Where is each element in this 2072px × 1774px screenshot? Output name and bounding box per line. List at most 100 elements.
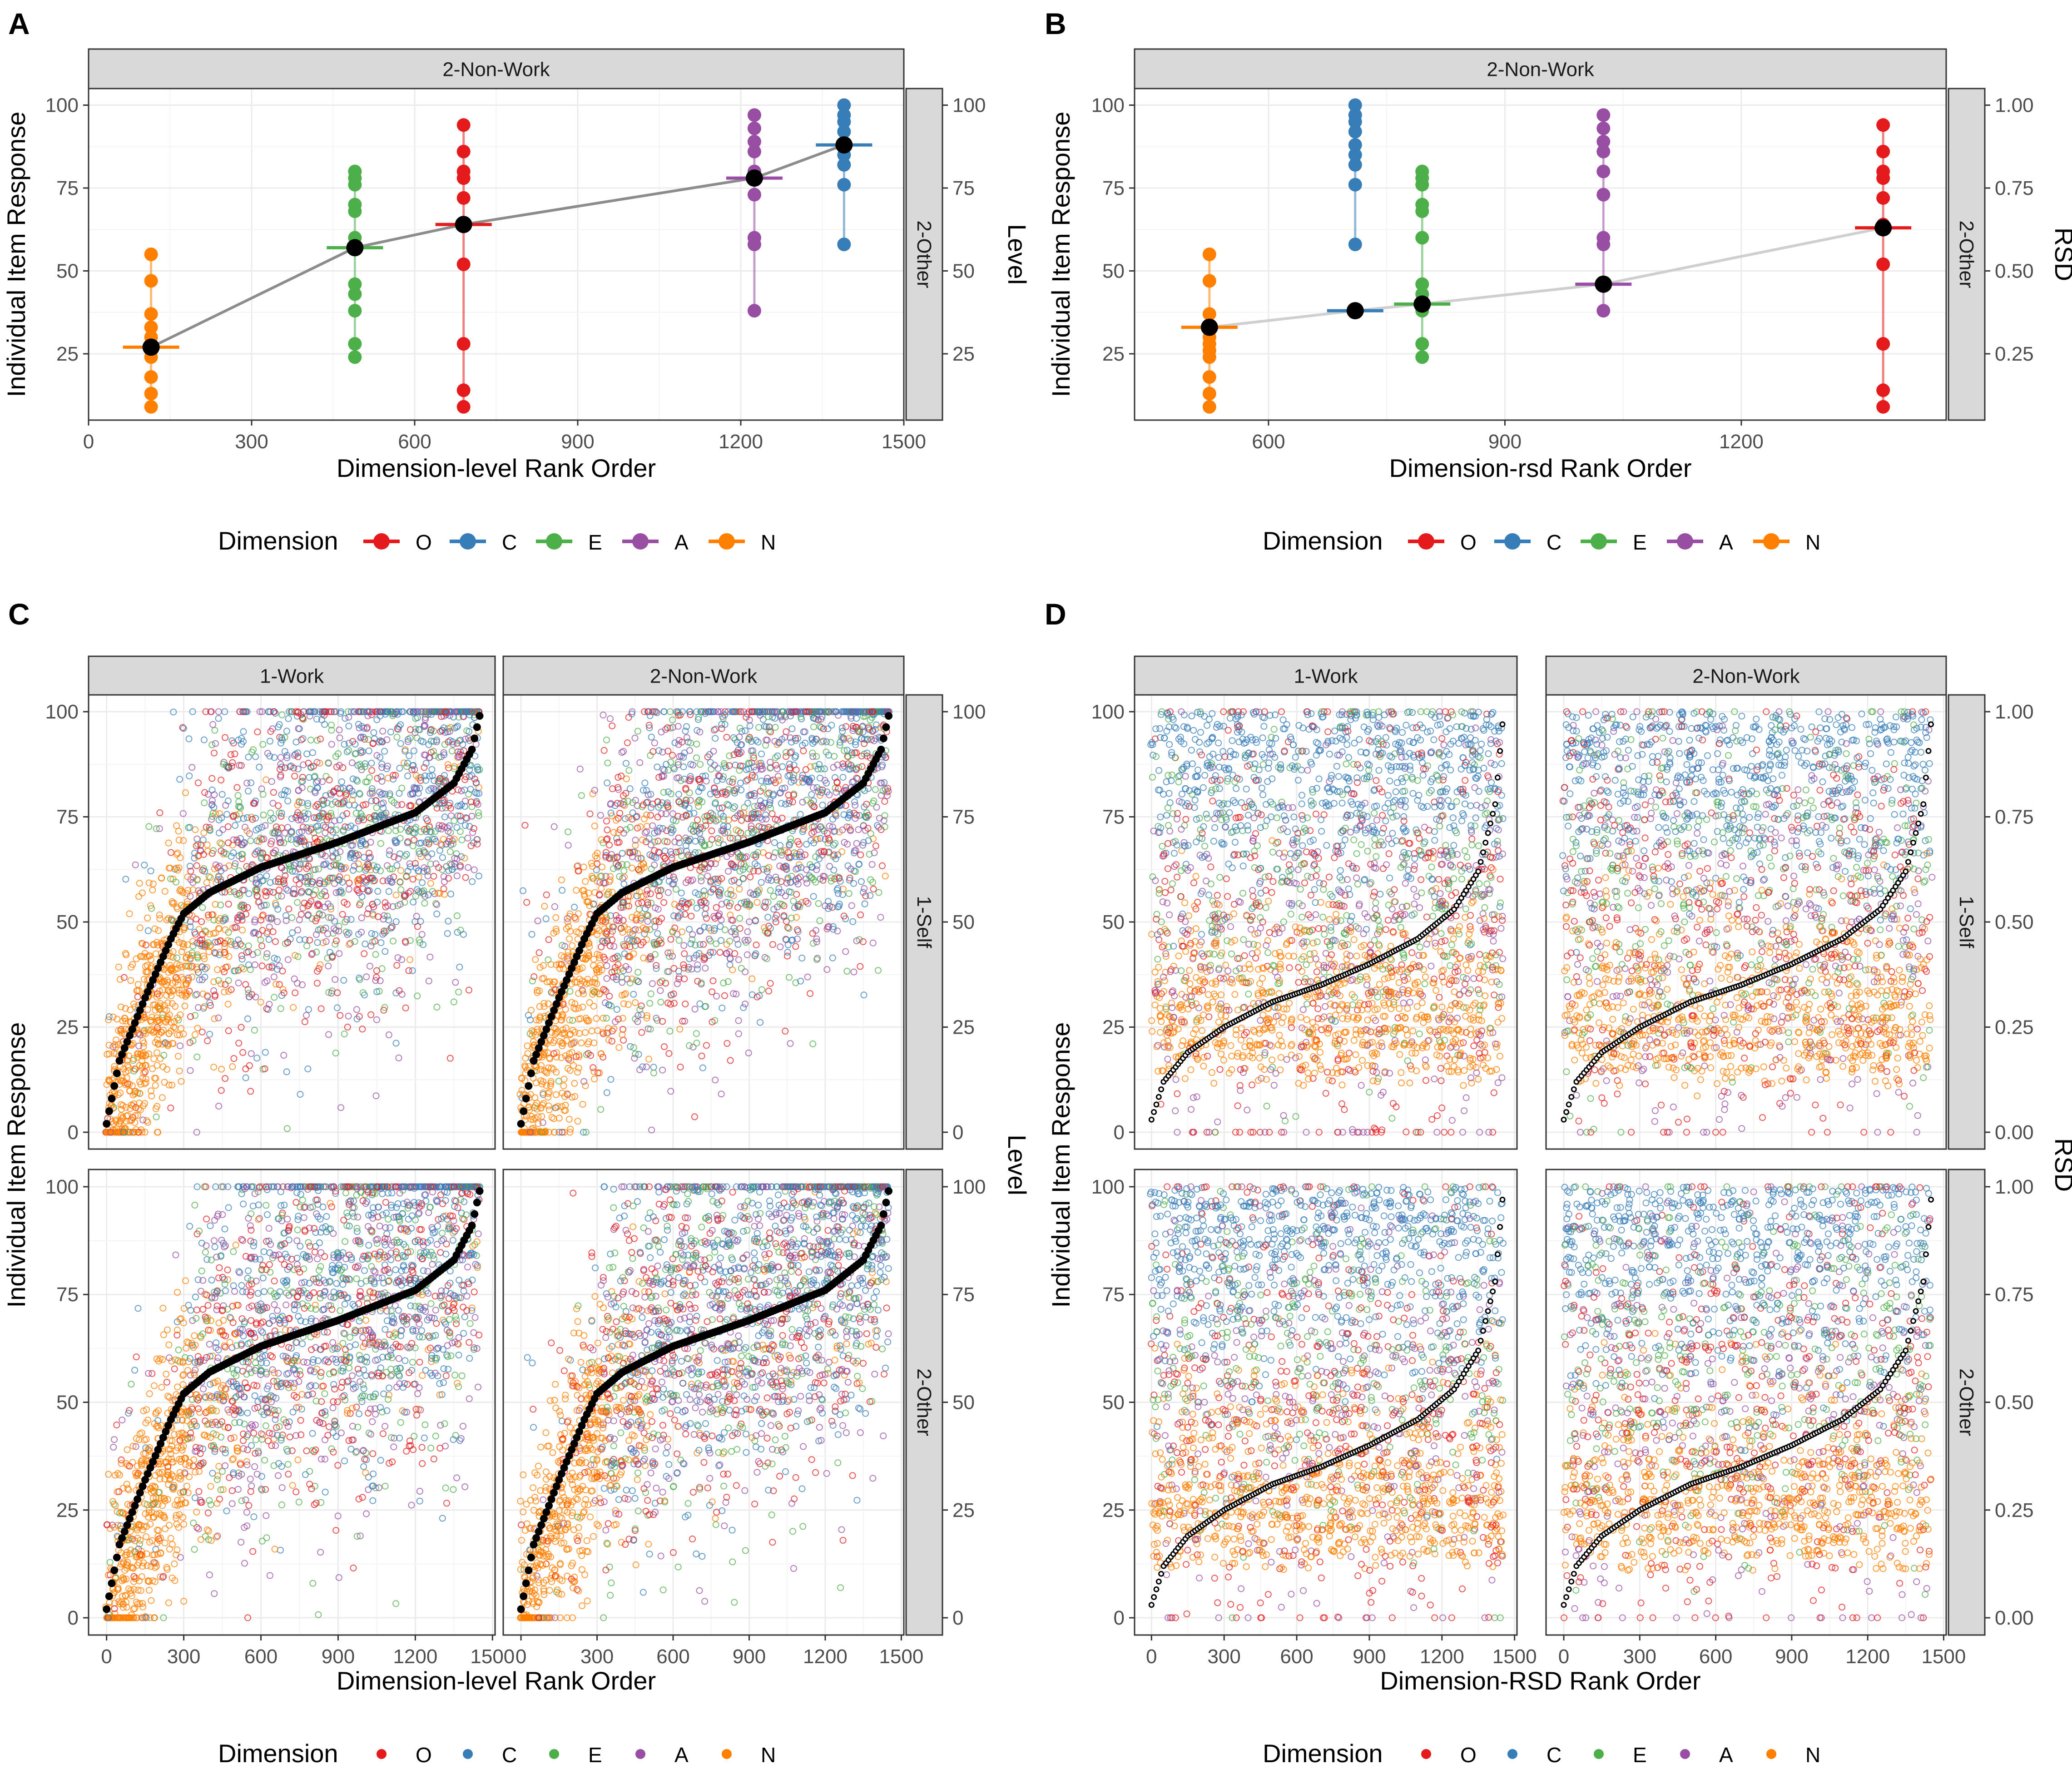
unit-mean-point [471, 734, 479, 743]
mean-point [142, 338, 160, 356]
item-point [144, 400, 158, 414]
x-tick-label: 900 [1488, 431, 1522, 453]
item-point [1876, 118, 1890, 132]
y-tick-label: 25 [56, 1016, 79, 1038]
item-point [456, 400, 471, 414]
plot-area-x-ticks: 0 300 600 900 1200 1500 [83, 420, 926, 453]
unit-mean-point [108, 1095, 116, 1103]
legend-label-A: A [1719, 530, 1733, 554]
item-point [837, 124, 851, 139]
item-point [348, 204, 362, 218]
legend-title: Dimension [218, 526, 338, 555]
item-point [447, 891, 454, 897]
item-point [421, 764, 428, 771]
group-O [1855, 118, 1912, 414]
unit-mean-point [139, 1000, 147, 1008]
plot-area-background [1135, 89, 1946, 420]
y-tick-label: 25 [56, 343, 79, 365]
item-point [1415, 350, 1429, 364]
group-A [1575, 108, 1632, 318]
item-point [1202, 350, 1216, 364]
y2-tick-label: 0.50 [1995, 260, 2034, 282]
y-tick-label: 50 [1102, 260, 1125, 282]
legend-label-N: N [761, 530, 776, 554]
item-point [1348, 124, 1362, 139]
y2-tick-label: 25 [952, 1016, 975, 1038]
item-point [348, 277, 362, 291]
group-C [1327, 98, 1383, 320]
item-point [1202, 248, 1216, 261]
legend-key-O [1418, 533, 1434, 550]
item-point [348, 337, 362, 351]
unit-mean-point [118, 1051, 126, 1059]
unit-mean-point [131, 1019, 139, 1027]
item-point [837, 98, 851, 112]
item-point [263, 950, 271, 957]
unit-mean-point [473, 723, 481, 731]
item-point [186, 862, 193, 870]
unit-mean-point [120, 1044, 129, 1052]
item-point [271, 754, 278, 761]
strip-top [88, 48, 905, 89]
y-tick-label: 25 [1102, 343, 1125, 365]
legend-item-E: E [1581, 530, 1647, 554]
group-C [816, 98, 872, 252]
unit-mean-point [115, 1057, 124, 1065]
mean-point [1874, 219, 1892, 237]
item-point [374, 887, 382, 895]
legend: Dimension O C E A N [218, 526, 776, 555]
item-point [139, 889, 146, 897]
legend-key-E [546, 533, 562, 550]
group-N [1181, 248, 1238, 414]
mean-point [1595, 275, 1612, 293]
item-point [1596, 304, 1611, 318]
strip-top-label: 1-Work [260, 665, 324, 688]
strip-top-label: 2-Non-Work [1487, 59, 1594, 81]
item-point [426, 773, 433, 780]
item-point [1348, 115, 1362, 129]
y2-tick-label: 100 [952, 701, 986, 723]
y2-axis-title: Level [1003, 224, 1031, 285]
item-point [1596, 121, 1611, 135]
item-point [1202, 274, 1216, 288]
item-point [1348, 98, 1362, 112]
item-point [1596, 238, 1611, 252]
legend-title: Dimension [1263, 526, 1383, 555]
x-axis-title: Dimension-level Rank Order [337, 454, 656, 482]
item-point [426, 953, 434, 961]
item-point [456, 171, 471, 185]
y2-axis-title: RSD [2050, 228, 2072, 281]
strip-right-label: 2-Other [1955, 220, 1978, 288]
legend-label-E: E [588, 530, 602, 554]
item-point [456, 191, 471, 205]
item-point [1415, 231, 1429, 245]
item-point [747, 304, 761, 318]
item-point [144, 307, 158, 321]
group-O [435, 118, 492, 414]
plot-area-grid [1135, 89, 1946, 420]
item-point [283, 1068, 290, 1075]
item-point [1876, 400, 1890, 414]
item-point [367, 853, 374, 861]
legend-key-O [373, 533, 390, 550]
group-N [123, 248, 179, 414]
item-point [177, 1042, 183, 1050]
y-tick-label: 0 [68, 1121, 79, 1144]
group-A [726, 108, 783, 318]
item-point [208, 797, 216, 804]
item-point [1202, 307, 1216, 321]
item-point [144, 370, 158, 384]
legend-key-C [460, 533, 476, 550]
item-point [144, 387, 158, 401]
unit-mean-point [110, 1082, 119, 1090]
item-point [325, 962, 332, 970]
unit-mean-point [468, 745, 476, 753]
item-point [456, 337, 471, 351]
item-point [148, 1087, 154, 1095]
